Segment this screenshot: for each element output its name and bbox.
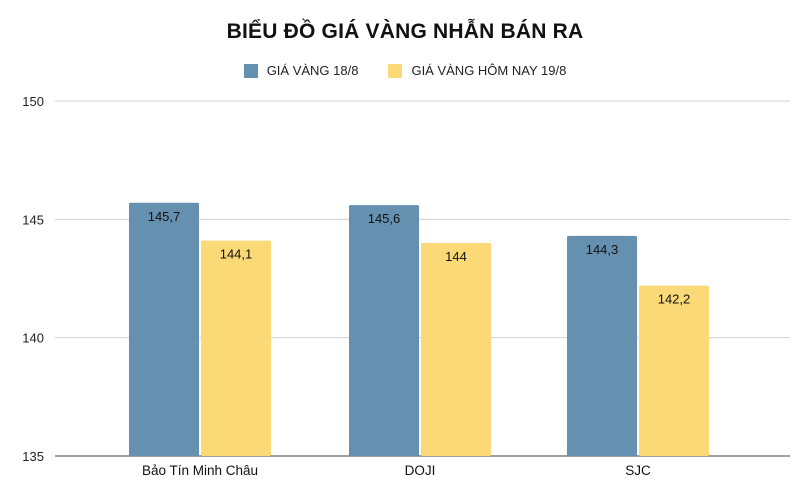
y-axis-ticks: 135 140 145 150 (22, 94, 44, 464)
data-label-series-1-2: 144,3 (586, 242, 619, 257)
legend-label-series-1: GIÁ VÀNG 18/8 (266, 63, 359, 78)
legend-item-series-2: GIÁ VÀNG HÔM NAY 19/8 (388, 63, 566, 78)
legend-item-series-1: GIÁ VÀNG 18/8 (243, 63, 359, 78)
y-tick-label: 135 (22, 449, 44, 464)
data-label-series-1-0: 145,7 (148, 209, 181, 224)
bar-series-2-2 (639, 285, 709, 456)
data-label-series-2-2: 142,2 (658, 292, 691, 307)
bar-series-1-1 (349, 205, 419, 456)
y-tick-label: 140 (22, 331, 44, 346)
legend-swatch-series-2 (388, 63, 403, 78)
y-tick-label: 150 (22, 94, 44, 109)
chart-title: BIỂU ĐỒ GIÁ VÀNG NHẪN BÁN RA (226, 20, 584, 43)
data-label-series-2-1: 144 (445, 249, 467, 264)
x-tick-label: DOJI (405, 463, 436, 478)
data-label-series-2-0: 144,1 (220, 247, 253, 262)
y-tick-label: 145 (22, 212, 44, 227)
bar-series-2-1 (421, 243, 491, 456)
bars (129, 202, 709, 456)
bar-series-1-0 (129, 202, 199, 456)
legend-swatch-series-1 (243, 63, 258, 78)
legend: GIÁ VÀNG 18/8 GIÁ VÀNG HÔM NAY 19/8 (0, 63, 810, 78)
x-axis-labels: Bảo Tín Minh Châu DOJI SJC (142, 463, 651, 478)
bar-series-2-0 (201, 240, 271, 456)
x-tick-label: SJC (625, 463, 651, 478)
data-label-series-1-1: 145,6 (368, 211, 401, 226)
x-tick-label: Bảo Tín Minh Châu (142, 463, 258, 478)
legend-label-series-2: GIÁ VÀNG HÔM NAY 19/8 (411, 63, 567, 78)
bar-series-1-2 (567, 235, 637, 456)
data-labels: 145,7 144,1 145,6 144 144,3 142,2 (148, 209, 691, 307)
